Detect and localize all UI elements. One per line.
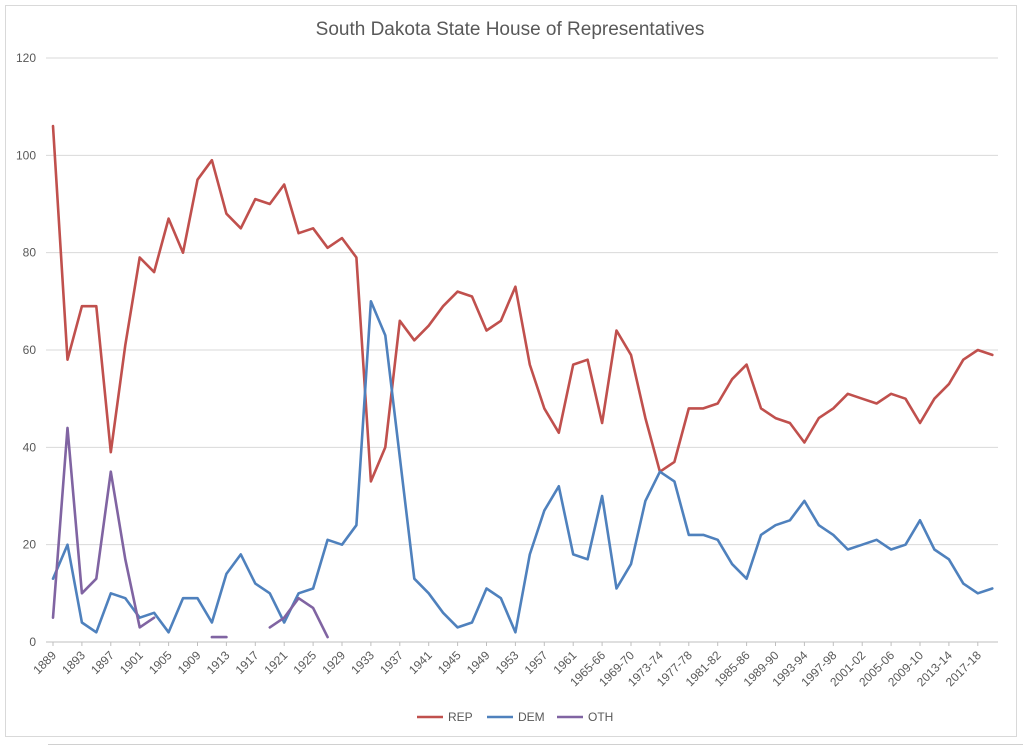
- y-tick-label: 40: [23, 440, 37, 454]
- x-tick-label: 1897: [88, 648, 117, 677]
- divider: [48, 744, 1023, 745]
- legend-label-oth: OTH: [588, 710, 613, 724]
- x-axis: 1889 1893 1897 1901 1905 1909 1913 1917 1921 1925…: [30, 642, 984, 689]
- y-tick-label: 0: [29, 635, 36, 649]
- gridlines: [46, 57, 998, 643]
- x-tick-label: 1949: [464, 648, 493, 677]
- legend: REP DEM OTH: [417, 710, 613, 724]
- y-axis: 0 20 40 60 80 100 120: [16, 51, 36, 649]
- x-tick-label: 1909: [175, 648, 204, 677]
- x-tick-label: 1921: [262, 648, 291, 677]
- legend-label-rep: REP: [448, 710, 473, 724]
- series-line-oth: [51, 426, 156, 629]
- y-tick-label: 60: [23, 343, 37, 357]
- x-tick-label: 1905: [146, 648, 175, 677]
- y-tick-label: 120: [16, 51, 36, 65]
- y-tick-label: 80: [23, 246, 37, 260]
- x-tick-label: 1929: [319, 648, 348, 677]
- y-tick-label: 20: [23, 538, 37, 552]
- x-tick-label: 1933: [348, 648, 377, 677]
- x-tick-label: 1893: [59, 648, 88, 677]
- x-tick-label: 1945: [435, 648, 464, 677]
- x-tick-label: 1953: [493, 648, 522, 677]
- chart-frame: [5, 5, 1017, 737]
- series-line-dem: [51, 300, 994, 634]
- chart-title: South Dakota State House of Representati…: [316, 19, 705, 40]
- x-tick-label: 1957: [522, 648, 551, 677]
- series-line-oth: [268, 596, 329, 639]
- x-tick-label: 1941: [406, 648, 435, 677]
- x-tick-label: 1937: [377, 648, 406, 677]
- x-tick-label: 1917: [233, 648, 262, 677]
- y-tick-label: 100: [16, 148, 36, 162]
- series-lines: [51, 124, 994, 639]
- legend-label-dem: DEM: [518, 710, 545, 724]
- x-tick-label: 1913: [204, 648, 233, 677]
- series-line-rep: [51, 124, 994, 483]
- x-tick-label: 1889: [30, 648, 59, 677]
- x-tick-label: 1901: [117, 648, 146, 677]
- x-tick-label: 1925: [290, 648, 319, 677]
